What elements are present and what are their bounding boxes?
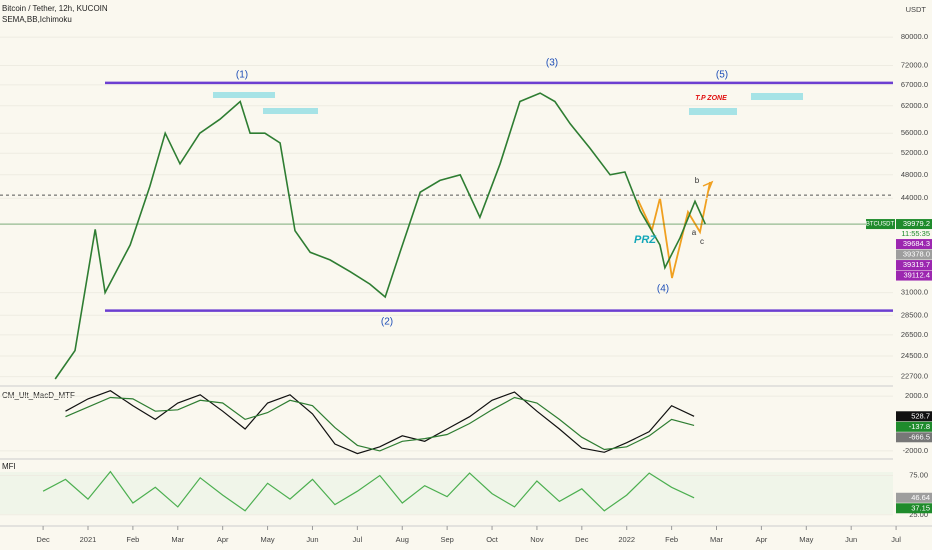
y-tick-label: 56000.0	[901, 128, 928, 137]
x-tick-label: 2021	[80, 535, 97, 544]
zone	[213, 92, 275, 98]
y-tick-label: 48000.0	[901, 170, 928, 179]
chart-title: Bitcoin / Tether, 12h, KUCOIN	[2, 4, 108, 13]
pane-title: CM_Ult_MacD_MTF	[2, 391, 75, 400]
x-tick-label: May	[260, 535, 274, 544]
price-marker	[896, 492, 932, 503]
annotation: (1)	[236, 70, 248, 81]
y-tick-label: 75.00	[909, 470, 928, 479]
x-tick-label: Dec	[36, 535, 50, 544]
y-tick-label: 72000.0	[901, 60, 928, 69]
price-marker-label: 39112.4	[903, 271, 930, 280]
price-marker-label: 46.64	[911, 493, 930, 502]
price-marker-label: 39979.2	[903, 219, 930, 228]
y-tick-label: 62000.0	[901, 101, 928, 110]
y-tick-label: 24500.0	[901, 351, 928, 360]
price-marker-label: 39378.0	[903, 250, 930, 259]
x-tick-label: Oct	[486, 535, 499, 544]
annotation: b	[695, 176, 700, 185]
annotation: (4)	[657, 284, 669, 295]
x-tick-label: Jul	[891, 535, 901, 544]
series-line	[65, 396, 695, 452]
price-marker	[896, 260, 932, 271]
x-tick-label: Jun	[845, 535, 857, 544]
x-tick-label: Nov	[530, 535, 544, 544]
countdown: 11:55:35	[901, 229, 930, 238]
annotation: PRZ	[634, 234, 657, 246]
x-tick-label: Jun	[306, 535, 318, 544]
series-line	[65, 390, 695, 455]
price-marker-label: -137.8	[909, 422, 930, 431]
price-marker-label: 39319.7	[903, 260, 930, 269]
price-marker	[896, 270, 932, 281]
x-tick-label: Apr	[217, 535, 229, 544]
arrow	[702, 180, 714, 193]
series-name-box	[866, 219, 895, 230]
zone	[263, 108, 318, 114]
series-line	[54, 92, 707, 380]
y-tick-label: 31000.0	[901, 288, 928, 297]
pane-title: MFI	[2, 462, 16, 471]
price-marker-label: 528.7	[911, 411, 930, 420]
x-tick-label: Jul	[353, 535, 363, 544]
chart-subtitle: SEMA,BB,Ichimoku	[2, 15, 72, 24]
price-marker-label: 37.15	[911, 503, 930, 512]
annotation: (5)	[716, 70, 728, 81]
price-marker-label: -666.5	[909, 432, 930, 441]
y-tick-label: 28500.0	[901, 310, 928, 319]
zone	[751, 93, 803, 100]
currency: USDT	[906, 5, 927, 14]
price-marker-label: 39684.3	[903, 239, 930, 248]
price-marker	[896, 432, 932, 443]
x-tick-label: Aug	[396, 535, 409, 544]
x-tick-label: Mar	[710, 535, 723, 544]
y-tick-label: 22700.0	[901, 372, 928, 381]
annotation: c	[700, 237, 704, 246]
x-tick-label: Sep	[440, 535, 453, 544]
y-tick-label: 26500.0	[901, 330, 928, 339]
mfi-band	[0, 472, 893, 514]
x-tick-label: Dec	[575, 535, 589, 544]
price-marker	[896, 219, 932, 230]
price-marker	[896, 503, 932, 514]
price-marker	[896, 411, 932, 422]
y-tick-label: 52000.0	[901, 148, 928, 157]
series-line	[42, 470, 695, 512]
y-tick-label: 44000.0	[901, 193, 928, 202]
x-tick-label: Feb	[665, 535, 678, 544]
x-tick-label: May	[799, 535, 813, 544]
annotation: a	[692, 228, 697, 237]
zone	[689, 108, 737, 115]
y-tick-label: 80000.0	[901, 32, 928, 41]
series-name: BTCUSDT	[866, 222, 895, 228]
price-marker	[896, 421, 932, 432]
price-marker	[896, 249, 932, 260]
y-tick-label: 25.00	[909, 510, 928, 519]
y-tick-label: 2000.0	[905, 391, 928, 400]
annotation: (2)	[381, 317, 393, 328]
x-tick-label: Feb	[126, 535, 139, 544]
y-tick-label: -2000.0	[903, 446, 928, 455]
annotation: T.P ZONE	[695, 95, 727, 102]
x-tick-label: 2022	[618, 535, 635, 544]
x-tick-label: Mar	[171, 535, 184, 544]
annotation: (3)	[546, 58, 558, 69]
price-marker	[896, 239, 932, 250]
y-tick-label: 67000.0	[901, 80, 928, 89]
x-tick-label: Apr	[756, 535, 768, 544]
